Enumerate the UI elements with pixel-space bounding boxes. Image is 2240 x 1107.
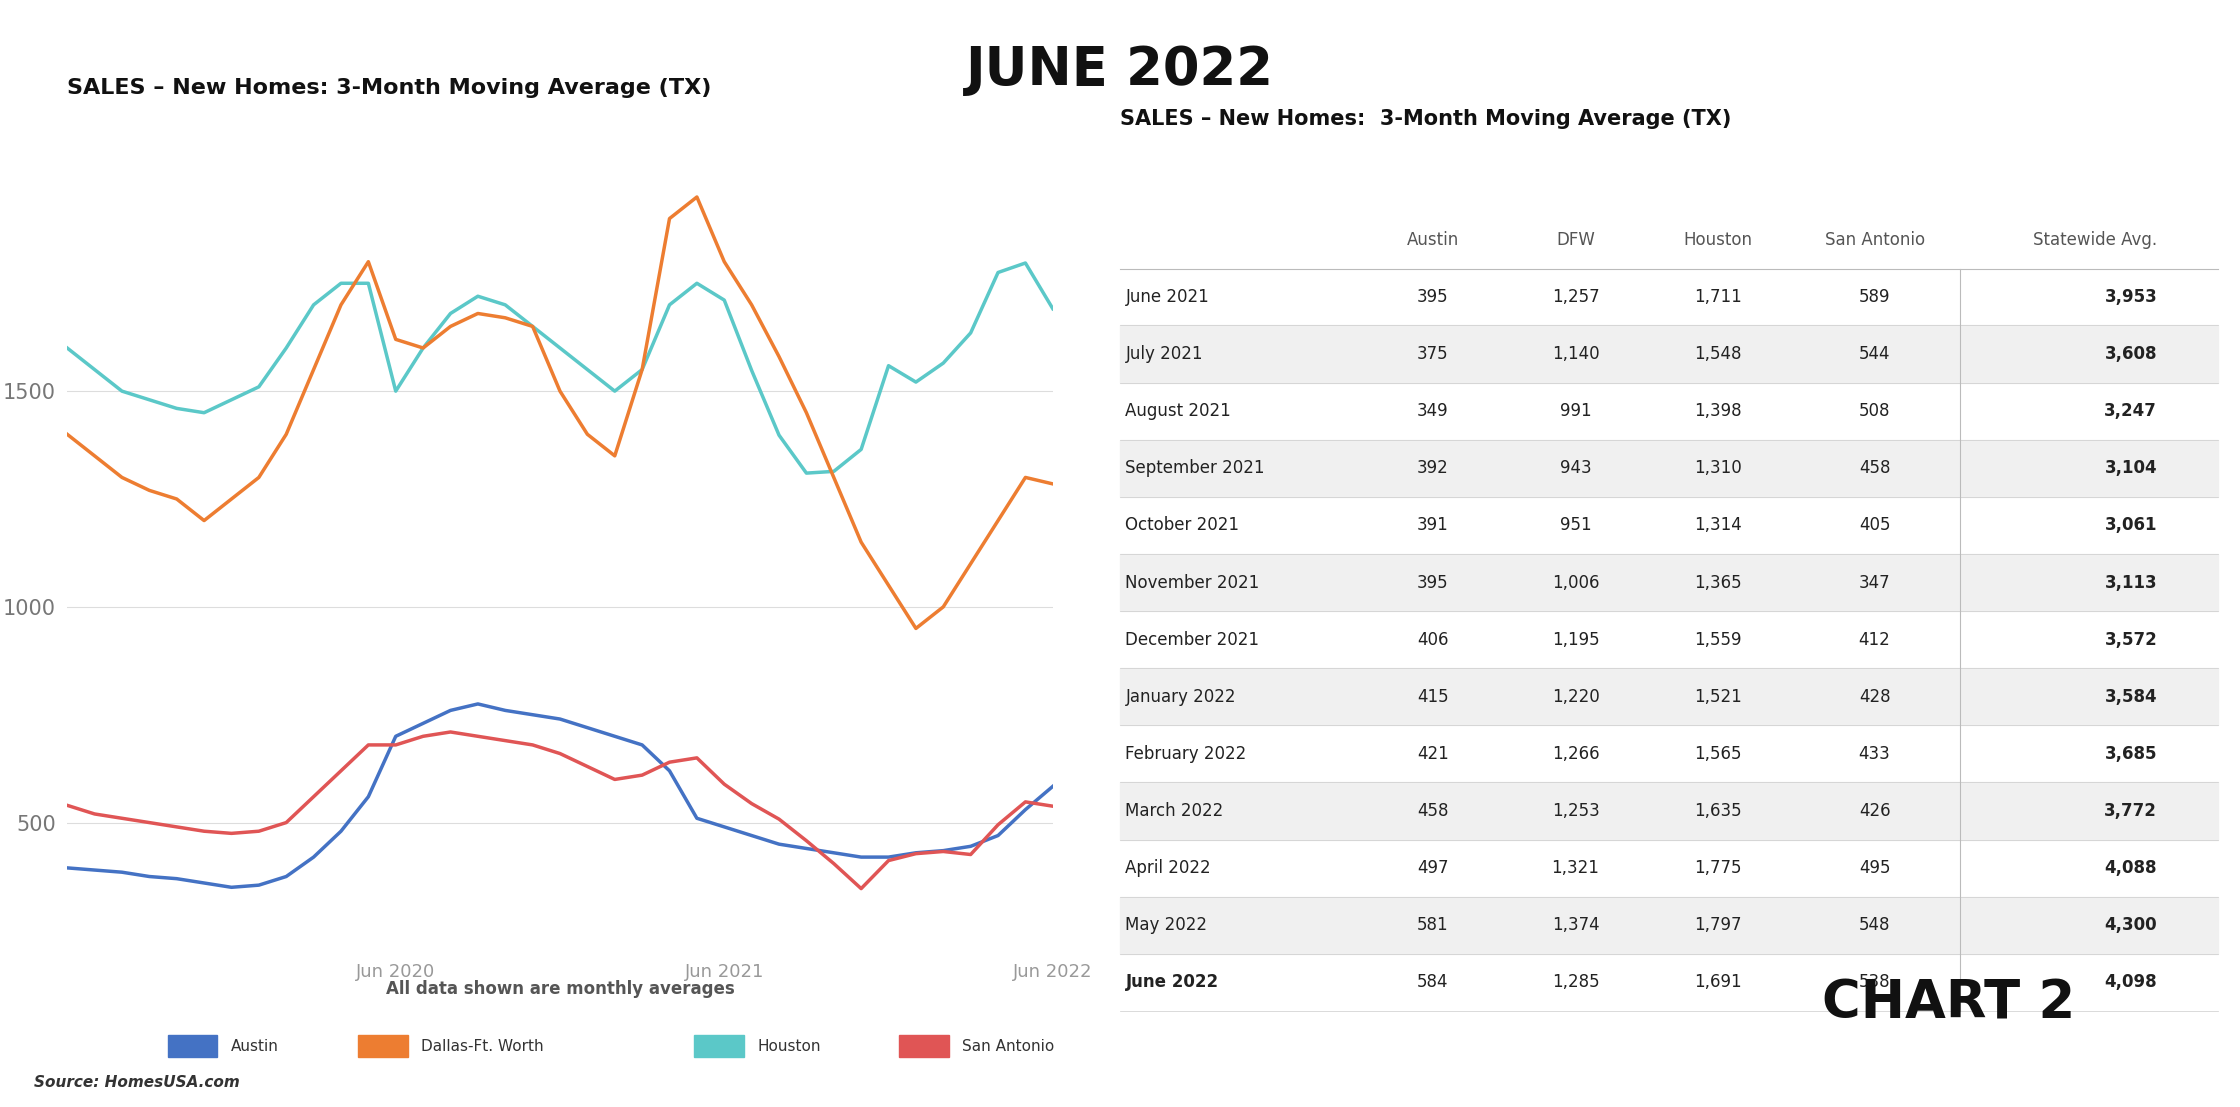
Text: 3,247: 3,247: [2103, 402, 2157, 421]
Text: Austin: Austin: [1407, 230, 1458, 249]
Text: 1,220: 1,220: [1552, 687, 1599, 706]
Text: Dallas-Ft. Worth: Dallas-Ft. Worth: [421, 1038, 544, 1054]
Text: 375: 375: [1418, 345, 1449, 363]
Text: 405: 405: [1859, 516, 1891, 535]
Text: 538: 538: [1859, 973, 1891, 992]
Text: 3,953: 3,953: [2106, 288, 2157, 306]
Text: 3,061: 3,061: [2106, 516, 2157, 535]
Text: 4,300: 4,300: [2106, 917, 2157, 934]
Text: 458: 458: [1418, 801, 1449, 820]
Text: 991: 991: [1559, 402, 1590, 421]
Text: 4,098: 4,098: [2106, 973, 2157, 992]
Bar: [1120, 669, 2218, 725]
Bar: [1120, 554, 2218, 611]
Text: 1,310: 1,310: [1693, 459, 1743, 477]
Text: 1,775: 1,775: [1693, 859, 1743, 877]
Text: 4,088: 4,088: [2106, 859, 2157, 877]
Text: Houston: Houston: [1684, 230, 1752, 249]
Text: 395: 395: [1418, 573, 1449, 591]
Text: 951: 951: [1559, 516, 1590, 535]
Text: November 2021: November 2021: [1124, 573, 1259, 591]
Text: Houston: Houston: [757, 1038, 820, 1054]
Text: DFW: DFW: [1557, 230, 1595, 249]
Text: SALES – New Homes: 3-Month Moving Average (TX): SALES – New Homes: 3-Month Moving Averag…: [67, 77, 712, 99]
Text: July 2021: July 2021: [1124, 345, 1203, 363]
Bar: [1120, 897, 2218, 954]
Text: 1,691: 1,691: [1693, 973, 1743, 992]
Text: February 2022: February 2022: [1124, 745, 1248, 763]
Text: Austin: Austin: [231, 1038, 278, 1054]
Text: 581: 581: [1418, 917, 1449, 934]
Text: 1,398: 1,398: [1693, 402, 1743, 421]
Text: June 2021: June 2021: [1124, 288, 1210, 306]
Text: 1,797: 1,797: [1693, 917, 1743, 934]
Text: May 2022: May 2022: [1124, 917, 1207, 934]
Text: 1,521: 1,521: [1693, 687, 1743, 706]
Text: JUNE 2022: JUNE 2022: [965, 44, 1275, 96]
Text: 3,113: 3,113: [2106, 573, 2157, 591]
Text: 1,635: 1,635: [1693, 801, 1743, 820]
Text: August 2021: August 2021: [1124, 402, 1232, 421]
Text: 349: 349: [1418, 402, 1449, 421]
Text: 395: 395: [1418, 288, 1449, 306]
Text: 3,685: 3,685: [2106, 745, 2157, 763]
Text: 406: 406: [1418, 631, 1449, 649]
Text: 1,140: 1,140: [1552, 345, 1599, 363]
Text: 428: 428: [1859, 687, 1891, 706]
Text: Statewide Avg.: Statewide Avg.: [2034, 230, 2157, 249]
Text: 1,711: 1,711: [1693, 288, 1743, 306]
Text: 412: 412: [1859, 631, 1891, 649]
Text: 1,195: 1,195: [1552, 631, 1599, 649]
Bar: [1120, 325, 2218, 383]
Text: All data shown are monthly averages: All data shown are monthly averages: [385, 980, 735, 997]
Text: 1,559: 1,559: [1693, 631, 1743, 649]
Text: 3,772: 3,772: [2103, 801, 2157, 820]
Text: SALES – New Homes:  3-Month Moving Average (TX): SALES – New Homes: 3-Month Moving Averag…: [1120, 108, 1732, 128]
Text: 433: 433: [1859, 745, 1891, 763]
Text: 3,584: 3,584: [2106, 687, 2157, 706]
Text: 548: 548: [1859, 917, 1891, 934]
Text: 495: 495: [1859, 859, 1891, 877]
Text: 391: 391: [1418, 516, 1449, 535]
Text: 1,365: 1,365: [1693, 573, 1743, 591]
Text: 589: 589: [1859, 288, 1891, 306]
Text: 1,374: 1,374: [1552, 917, 1599, 934]
Text: March 2022: March 2022: [1124, 801, 1223, 820]
Text: October 2021: October 2021: [1124, 516, 1239, 535]
Text: 421: 421: [1418, 745, 1449, 763]
Text: 347: 347: [1859, 573, 1891, 591]
Bar: [1120, 783, 2218, 839]
Text: 584: 584: [1418, 973, 1449, 992]
Text: 1,321: 1,321: [1552, 859, 1599, 877]
Text: 1,548: 1,548: [1693, 345, 1743, 363]
Text: Source: HomesUSA.com: Source: HomesUSA.com: [34, 1075, 240, 1090]
Text: 1,565: 1,565: [1693, 745, 1743, 763]
Text: 3,104: 3,104: [2106, 459, 2157, 477]
Text: 458: 458: [1859, 459, 1891, 477]
Text: 392: 392: [1418, 459, 1449, 477]
Text: September 2021: September 2021: [1124, 459, 1266, 477]
Text: December 2021: December 2021: [1124, 631, 1259, 649]
Text: San Antonio: San Antonio: [961, 1038, 1055, 1054]
Text: April 2022: April 2022: [1124, 859, 1212, 877]
Text: 3,572: 3,572: [2106, 631, 2157, 649]
Text: 1,006: 1,006: [1552, 573, 1599, 591]
Text: June 2022: June 2022: [1124, 973, 1219, 992]
Text: 415: 415: [1418, 687, 1449, 706]
Text: 1,285: 1,285: [1552, 973, 1599, 992]
Text: 1,314: 1,314: [1693, 516, 1743, 535]
Text: 943: 943: [1559, 459, 1590, 477]
Text: 497: 497: [1418, 859, 1449, 877]
Text: 544: 544: [1859, 345, 1891, 363]
Text: January 2022: January 2022: [1124, 687, 1236, 706]
Text: 1,253: 1,253: [1552, 801, 1599, 820]
Text: 1,266: 1,266: [1552, 745, 1599, 763]
Bar: [1120, 439, 2218, 497]
Text: 508: 508: [1859, 402, 1891, 421]
Text: 426: 426: [1859, 801, 1891, 820]
Text: CHART 2: CHART 2: [1821, 977, 2076, 1030]
Text: 1,257: 1,257: [1552, 288, 1599, 306]
Text: 3,608: 3,608: [2106, 345, 2157, 363]
Text: San Antonio: San Antonio: [1826, 230, 1924, 249]
